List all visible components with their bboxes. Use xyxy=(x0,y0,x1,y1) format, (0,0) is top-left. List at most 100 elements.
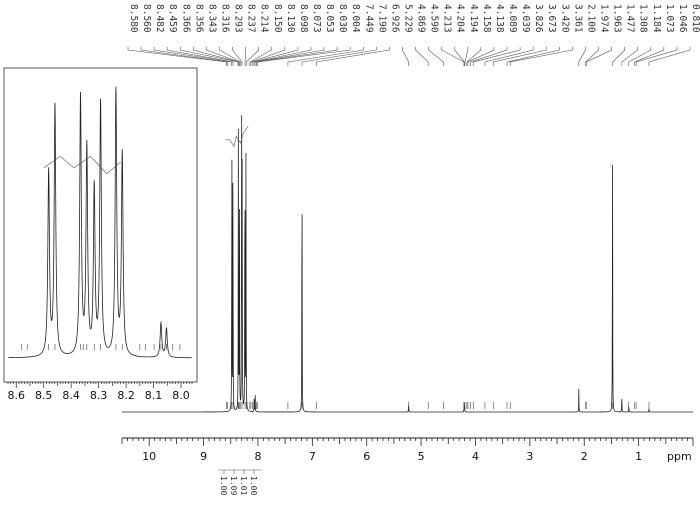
peak-connector xyxy=(256,47,338,66)
peak-label: 6.926 xyxy=(389,4,400,33)
peak-connector xyxy=(464,47,469,66)
inset-x-tick-label: 8.2 xyxy=(117,389,135,402)
main-x-axis-ticks xyxy=(121,438,694,446)
peak-label: 4.039 xyxy=(520,4,531,33)
peak-connector xyxy=(506,47,560,66)
peak-labels: 8.580 8.560 8.482 8.459 8.366 8.356 8.343 8.316… xyxy=(128,4,700,33)
peak-connector xyxy=(415,47,429,66)
peak-label: 8.150 xyxy=(272,4,283,33)
peak-connector xyxy=(140,47,228,66)
peak-label: 5.229 xyxy=(402,4,413,33)
peak-label: 1.477 xyxy=(625,4,636,33)
peak-connector xyxy=(287,47,364,66)
peak-label: 3.420 xyxy=(559,4,570,33)
peak-connector xyxy=(179,47,239,66)
peak-label: 7.449 xyxy=(363,4,374,33)
inset-minor-marks xyxy=(21,344,181,350)
peak-label: 1.308 xyxy=(638,4,649,33)
main-x-tick-label: 6 xyxy=(363,450,370,463)
peak-label: 4.138 xyxy=(494,4,505,33)
integral-value: 1.00 xyxy=(249,476,258,495)
peak-connector xyxy=(249,47,273,66)
peak-label: 1.184 xyxy=(651,4,662,33)
peak-label: 8.053 xyxy=(324,4,335,33)
peak-label: 8.098 xyxy=(298,4,309,33)
main-x-tick-label: 2 xyxy=(581,450,588,463)
main-x-tick-label: 9 xyxy=(200,450,207,463)
peak-label: 8.343 xyxy=(206,4,217,33)
integral-value: 1.00 xyxy=(219,476,228,495)
inset-integral-curve xyxy=(43,156,121,175)
peak-label: 2.100 xyxy=(585,4,596,33)
main-x-tick-label: 4 xyxy=(472,450,479,463)
peak-connector xyxy=(509,47,573,66)
peak-label: 1.963 xyxy=(612,4,623,33)
peak-label: 4.590 xyxy=(429,4,440,33)
peak-label: 8.356 xyxy=(193,4,204,33)
peak-connector xyxy=(628,47,652,66)
peak-connector xyxy=(454,47,465,66)
peak-label: 4.213 xyxy=(442,4,453,33)
peak-label: 4.089 xyxy=(507,4,518,33)
peak-connector xyxy=(257,47,351,66)
peak-label: 8.293 xyxy=(233,4,244,33)
peak-label: 8.316 xyxy=(219,4,230,33)
inset-x-axis-tick-labels: 8.6 8.5 8.4 8.3 8.2 8.1 8.0 xyxy=(7,389,189,402)
peak-label: 8.073 xyxy=(311,4,322,33)
main-x-tick-label: 8 xyxy=(254,450,261,463)
peak-label: 7.190 xyxy=(376,4,387,33)
peak-connector xyxy=(127,47,227,66)
main-integral-curve xyxy=(225,126,249,148)
peak-connector xyxy=(254,47,325,66)
main-x-axis: 10 9 8 7 6 5 4 3 2 1 ppm xyxy=(121,437,694,463)
inset-x-tick-label: 8.5 xyxy=(35,389,53,402)
peak-connector xyxy=(166,47,234,66)
peak-connector xyxy=(219,47,242,66)
peak-label: 4.204 xyxy=(455,4,466,33)
peak-connector xyxy=(441,47,465,66)
peak-connector xyxy=(193,47,239,66)
inset-x-tick-label: 8.3 xyxy=(90,389,108,402)
peak-connector xyxy=(466,47,482,66)
main-x-tick-label: 3 xyxy=(526,450,533,463)
inset-x-tick-label: 8.6 xyxy=(7,389,25,402)
inset-spectrum-trace xyxy=(8,86,192,359)
peak-connector xyxy=(232,47,243,66)
peak-label: 8.580 xyxy=(128,4,139,33)
peak-label: 8.366 xyxy=(180,4,191,33)
peak-connector xyxy=(402,47,409,66)
inset-expansion-chart: 8.6 8.5 8.4 8.3 8.2 8.1 8.0 xyxy=(3,67,198,402)
inset-x-tick-label: 8.1 xyxy=(145,389,163,402)
integral-value: 1.09 xyxy=(229,476,238,495)
peak-connector xyxy=(246,47,259,66)
main-spectrum-trace xyxy=(122,115,693,413)
peak-label: 8.130 xyxy=(285,4,296,33)
peak-connector xyxy=(621,47,639,66)
peak-connector xyxy=(301,47,377,66)
peak-connector xyxy=(253,47,312,66)
peak-connector xyxy=(470,47,508,66)
main-x-tick-label: 7 xyxy=(309,450,316,463)
peak-connector xyxy=(585,47,599,66)
peak-connector xyxy=(252,47,299,66)
integral-value: 1.01 xyxy=(239,476,248,495)
peak-connector xyxy=(428,47,444,66)
peak-label: 0.810 xyxy=(690,4,700,33)
peak-label: 1.073 xyxy=(664,4,675,33)
peak-label: 8.560 xyxy=(141,4,152,33)
peak-label: 3.673 xyxy=(546,4,557,33)
main-x-axis-tick-labels: 10 9 8 7 6 5 4 3 2 1 xyxy=(142,450,642,463)
peak-label: 1.046 xyxy=(677,4,688,33)
inset-x-tick-label: 8.0 xyxy=(172,389,190,402)
peak-label: 8.214 xyxy=(259,4,270,33)
peak-connector xyxy=(244,47,246,66)
integral-values: 1.00 1.09 1.01 1.00 xyxy=(218,469,262,495)
peak-connector xyxy=(612,47,625,66)
peak-connector xyxy=(206,47,240,66)
main-x-tick-label: 5 xyxy=(418,450,425,463)
peak-label: 3.826 xyxy=(533,4,544,33)
inset-x-tick-label: 8.4 xyxy=(62,389,80,402)
peak-label: 4.158 xyxy=(481,4,492,33)
peak-label: 8.459 xyxy=(167,4,178,33)
